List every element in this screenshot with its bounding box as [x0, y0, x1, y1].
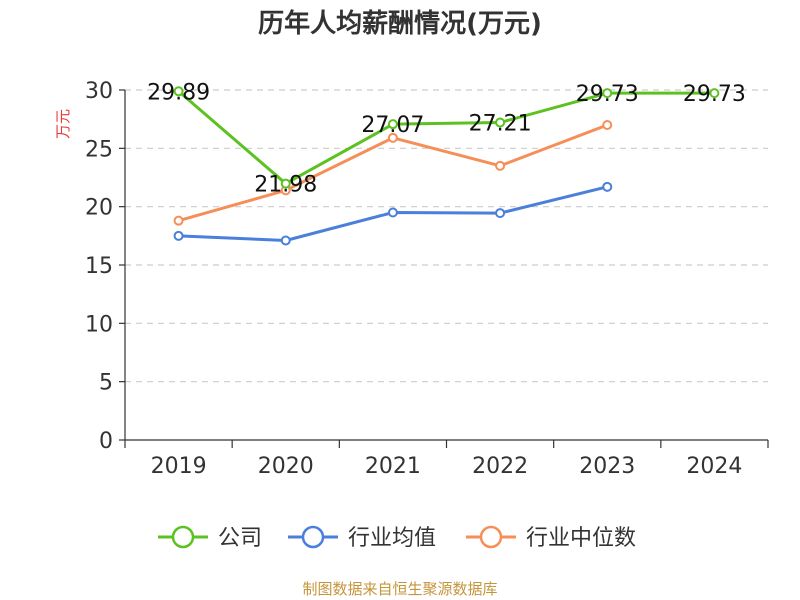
data-point	[602, 88, 613, 99]
x-tick-label: 2021	[365, 454, 421, 479]
y-tick-label: 15	[85, 254, 113, 279]
data-point	[602, 181, 613, 192]
y-tick-label: 20	[85, 196, 113, 221]
data-point	[495, 117, 506, 128]
legend-item-0[interactable]: 公司	[158, 525, 262, 551]
x-tick-label: 2019	[151, 454, 207, 479]
y-tick-label: 5	[99, 371, 113, 396]
data-point	[280, 178, 291, 189]
x-tick-label: 2023	[579, 454, 635, 479]
data-point	[387, 207, 398, 218]
data-labels: 29.89 21.98 27.07 27.21 29.73 29.73	[147, 80, 746, 197]
data-label: 29.73	[576, 82, 639, 107]
x-tick-label: 2020	[258, 454, 314, 479]
legend-marker	[479, 525, 503, 549]
y-tick-label: 30	[85, 79, 113, 104]
data-point	[495, 208, 506, 219]
legend[interactable]: 公司 行业均值 行业中位数	[158, 525, 636, 551]
legend-marker	[171, 525, 195, 549]
y-tick-label: 25	[85, 137, 113, 162]
legend-item-1[interactable]: 行业均值	[288, 525, 436, 551]
data-point	[602, 120, 613, 130]
legend-label: 行业均值	[348, 526, 436, 551]
data-point	[387, 132, 398, 143]
data-label: 27.07	[361, 113, 424, 138]
y-tick-label: 0	[99, 429, 113, 454]
series-1	[173, 181, 613, 246]
data-point	[709, 88, 720, 99]
series-0	[173, 86, 720, 189]
x-tick-label: 2024	[686, 454, 742, 479]
legend-label: 行业中位数	[526, 526, 636, 551]
data-point	[173, 215, 184, 226]
gridlines	[125, 89, 768, 383]
axes: 0 5 10 15 20 25 30 2019 2020 2021 2022 2023 2024	[85, 79, 769, 479]
legend-marker	[301, 525, 325, 549]
data-label: 27.21	[469, 112, 532, 137]
legend-item-2[interactable]: 行业中位数	[466, 525, 636, 551]
data-label: 21.98	[254, 173, 317, 198]
data-point	[280, 235, 291, 246]
y-tick-label: 10	[85, 312, 113, 337]
legend-label: 公司	[218, 526, 262, 551]
data-point	[173, 86, 184, 97]
chart-title: 历年人均薪酬情况(万元)	[258, 8, 542, 39]
series-layer	[173, 86, 720, 246]
data-label: 29.89	[147, 80, 210, 105]
x-tick-label: 2022	[472, 454, 528, 479]
data-point	[173, 230, 184, 241]
y-axis-label: 万元	[54, 109, 72, 139]
series-line	[177, 90, 715, 186]
data-point	[495, 160, 506, 171]
source-note: 制图数据来自恒生聚源数据库	[302, 580, 497, 598]
data-point	[387, 119, 398, 130]
data-label: 29.73	[683, 82, 746, 107]
